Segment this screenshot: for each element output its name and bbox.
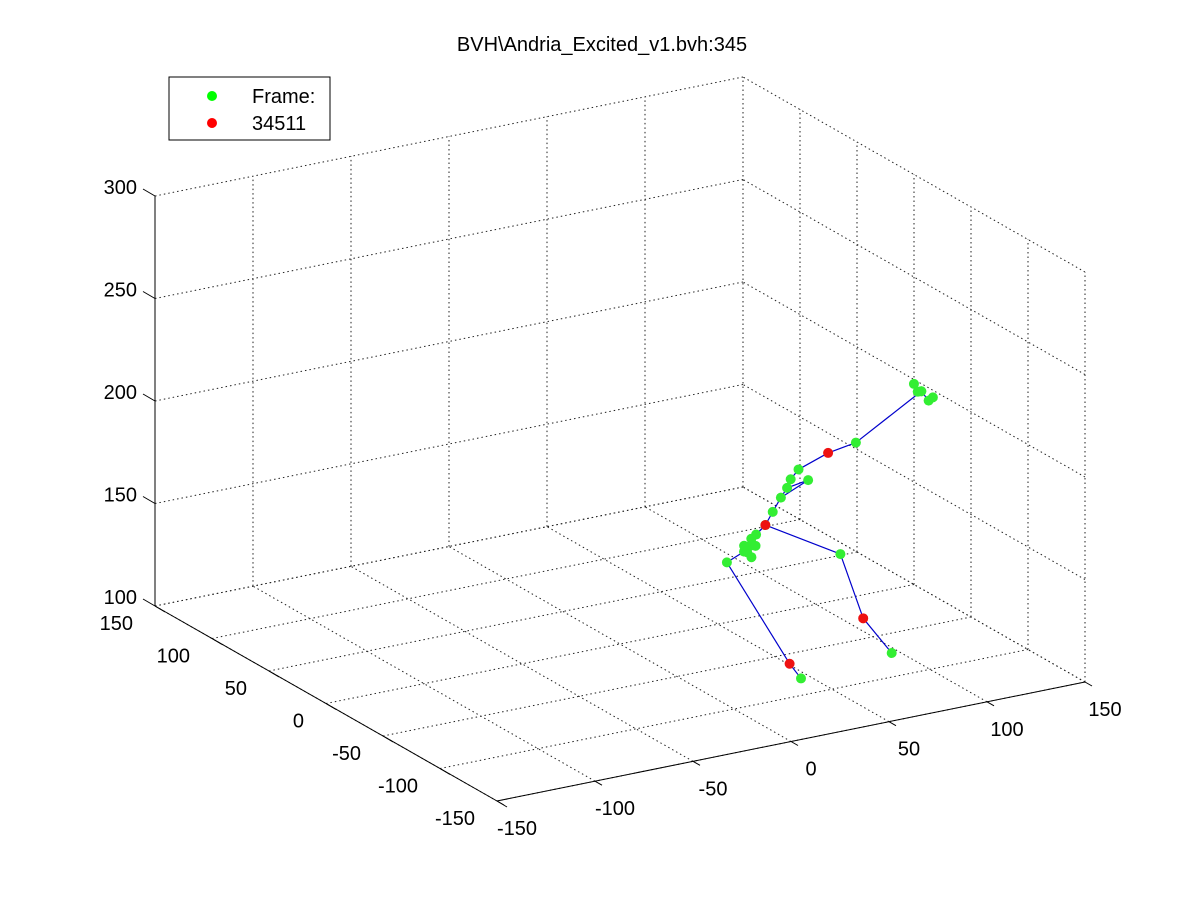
z-tick-mark: [142, 598, 156, 607]
marker-point-green: [908, 378, 919, 389]
bone-segment: [726, 562, 791, 665]
grid-line-floor-y: [268, 551, 858, 672]
legend-box: [168, 76, 331, 141]
z-tick-label: 300: [104, 177, 137, 199]
x-tick-label: -50: [699, 778, 728, 800]
marker-point-red: [858, 613, 869, 624]
grid-line-floor-x: [350, 565, 694, 762]
chart-title: BVH\Andria_Excited_v1.bvh:345: [457, 34, 747, 56]
grid-line-floor-y: [211, 519, 801, 639]
bone-segment: [780, 479, 809, 499]
y-tick-mark: [154, 605, 166, 613]
z-tick-mark: [142, 393, 156, 402]
grid-line-floor-y: [325, 584, 915, 704]
z-tick-label: 150: [104, 485, 137, 507]
grid-lines: [154, 76, 1086, 802]
grid-line-back-z: [154, 281, 744, 402]
y-tick-label: -150: [435, 808, 475, 830]
x-tick-label: 100: [990, 719, 1023, 741]
y-tick-label: 100: [157, 646, 190, 668]
x-tick-mark: [594, 780, 603, 786]
marker-point-green: [767, 506, 778, 517]
legend-marker: [207, 118, 217, 128]
marker-point-green: [912, 386, 923, 397]
marker-point-green: [927, 392, 938, 403]
skeleton-markers: [721, 378, 938, 684]
grid-line-back-z: [154, 486, 744, 607]
marker-point-red: [760, 520, 771, 531]
z-tick-mark: [142, 291, 156, 299]
x-tick-label: -150: [497, 818, 537, 840]
bone-segment: [855, 390, 922, 444]
y-tick-label: 0: [293, 711, 304, 733]
marker-point-green: [739, 540, 750, 551]
marker-point-green: [721, 557, 732, 568]
marker-point-green: [750, 540, 761, 551]
x-tick-mark: [790, 741, 799, 746]
z-tick-label: 200: [104, 382, 137, 404]
marker-point-green: [886, 648, 897, 659]
y-tick-mark: [382, 735, 394, 743]
bone-segment: [839, 553, 864, 619]
x-tick-mark: [1084, 681, 1093, 687]
legend-label: Frame:: [252, 86, 315, 108]
marker-point-green: [796, 673, 806, 684]
marker-point-green: [803, 475, 814, 486]
grid-line-back-z: [154, 384, 744, 504]
z-tick-mark: [142, 496, 156, 504]
y-tick-mark: [211, 638, 223, 645]
y-tick-mark: [496, 800, 508, 808]
z-tick-label: 100: [104, 587, 137, 609]
marker-point-green: [785, 474, 796, 485]
grid-line-floor-y: [382, 616, 972, 737]
y-tick-mark: [439, 768, 451, 775]
y-tick-mark: [268, 670, 280, 678]
bone-segment: [765, 524, 841, 555]
marker-point-red: [823, 447, 834, 458]
y-tick-mark: [325, 703, 337, 710]
legend-marker: [207, 91, 217, 101]
legend: Frame: 34511: [168, 76, 331, 141]
x-tick-label: 50: [898, 739, 920, 761]
marker-point-green: [775, 492, 786, 503]
marker-point-green: [746, 552, 757, 563]
z-tick-mark: [142, 188, 156, 197]
y-tick-label: 150: [100, 613, 133, 635]
x-tick-label: 150: [1088, 699, 1121, 721]
y-tick-label: -100: [378, 776, 418, 798]
y-tick-label: -50: [332, 743, 361, 765]
grid-line-back-z: [154, 76, 744, 197]
marker-point-green: [782, 482, 793, 493]
marker-point-green: [793, 464, 804, 475]
legend-label: 34511: [252, 113, 306, 135]
x-tick-mark: [692, 760, 701, 766]
x-tick-label: -100: [595, 798, 635, 820]
bone-segment: [862, 617, 893, 654]
x-tick-mark: [986, 701, 995, 707]
x-tick-mark: [888, 721, 897, 727]
x-tick-label: 0: [805, 759, 816, 781]
tick-labels: -150 -100 -50 0 50 100 150 -150 -100 -50 0 50 100 150…: [100, 177, 1122, 840]
bone-segment: [798, 452, 829, 470]
grid-line-back-z: [154, 179, 744, 299]
marker-point-red: [784, 658, 795, 669]
marker-point-green: [850, 437, 861, 448]
z-tick-label: 250: [104, 280, 137, 302]
marker-point-green: [835, 549, 846, 560]
y-tick-label: 50: [225, 678, 247, 700]
grid-line-floor-x: [448, 546, 792, 742]
grid-line-floor-y: [439, 649, 1029, 769]
